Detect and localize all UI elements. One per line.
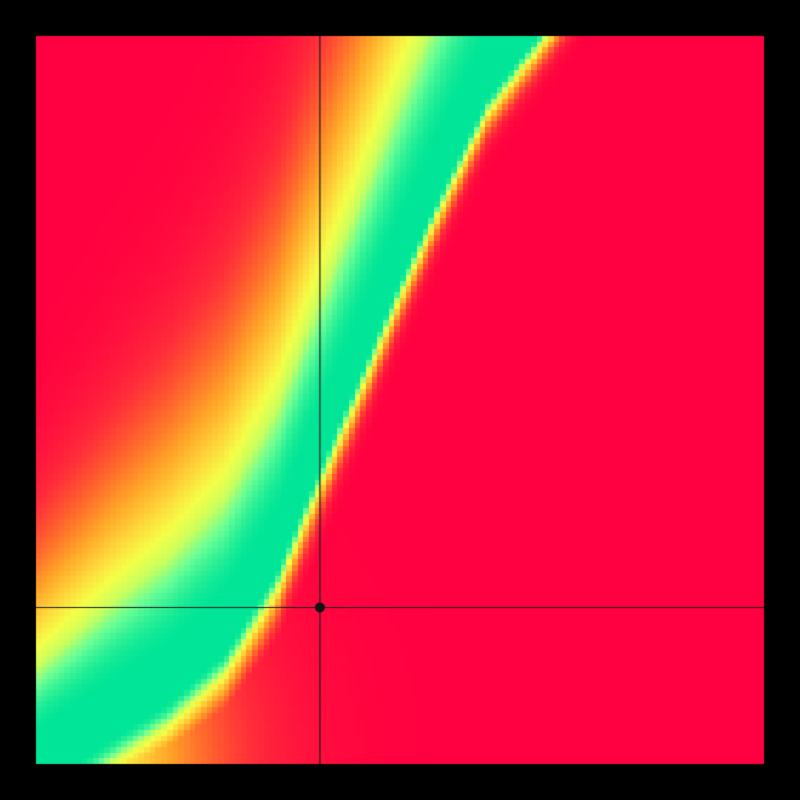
figure-container: TheBottleneck.com bbox=[0, 0, 800, 800]
bottleneck-heatmap bbox=[0, 0, 800, 800]
